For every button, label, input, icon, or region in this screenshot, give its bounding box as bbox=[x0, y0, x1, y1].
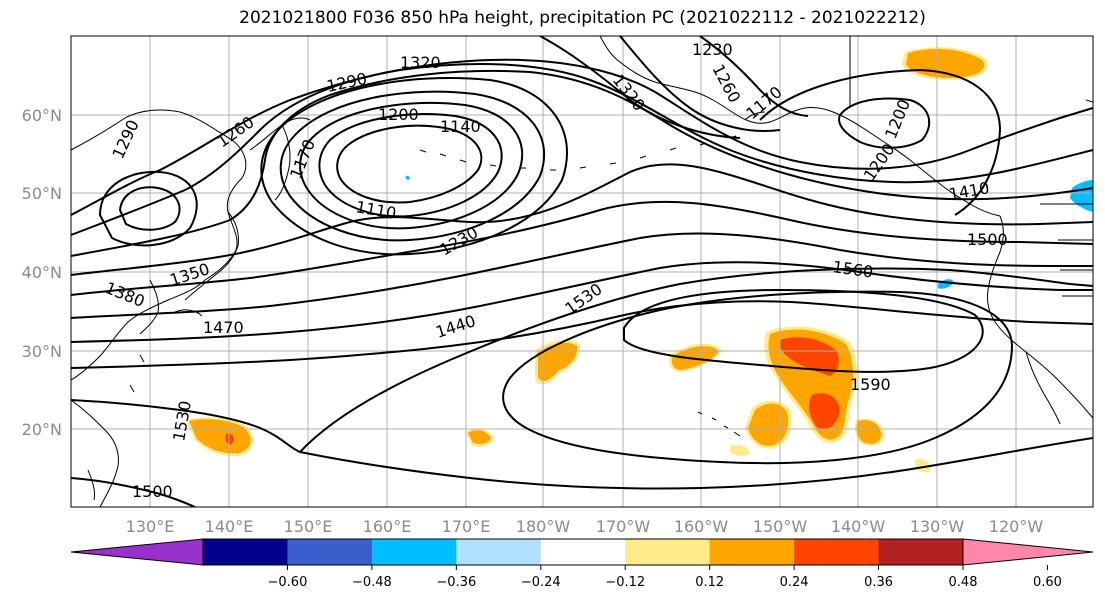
lon-label: 130°E bbox=[126, 517, 175, 536]
contour-label: 1140 bbox=[440, 117, 481, 136]
longitude-labels: 130°E 140°E 150°E 160°E 170°E 180°W 170°… bbox=[126, 517, 1044, 536]
contour-label: 1590 bbox=[850, 375, 891, 394]
coastlines bbox=[71, 36, 1093, 507]
lon-label: 120°W bbox=[989, 517, 1044, 536]
contour-label: 1230 bbox=[692, 40, 733, 59]
lon-label: 150°W bbox=[753, 517, 808, 536]
colorbar-segment bbox=[371, 539, 457, 565]
colorbar-segment bbox=[709, 539, 795, 565]
contour-label: 1500 bbox=[967, 230, 1008, 249]
colorbar-segment bbox=[794, 539, 880, 565]
graticule bbox=[71, 36, 1093, 507]
lon-label: 170°E bbox=[442, 517, 491, 536]
latitude-labels: 60°N 50°N 40°N 30°N 20°N bbox=[22, 106, 62, 439]
lon-label: 160°E bbox=[363, 517, 412, 536]
colorbar-label: −0.60 bbox=[268, 575, 308, 590]
height-contours bbox=[71, 36, 1093, 507]
lat-label: 30°N bbox=[22, 342, 62, 361]
colorbar-label: −0.12 bbox=[605, 575, 645, 590]
colorbar-segment bbox=[456, 539, 542, 565]
lon-label: 160°W bbox=[674, 517, 729, 536]
colorbar-label: 0.60 bbox=[1033, 575, 1062, 590]
lat-label: 40°N bbox=[22, 263, 62, 282]
colorbar-label: 0.12 bbox=[695, 575, 724, 590]
map-frame bbox=[70, 35, 1094, 508]
lon-label: 140°W bbox=[831, 517, 886, 536]
colorbar-label: 0.36 bbox=[864, 575, 893, 590]
colorbar-label: −0.36 bbox=[436, 575, 476, 590]
colorbar-segment bbox=[287, 539, 373, 565]
lon-label: 140°E bbox=[205, 517, 254, 536]
lon-label: 180°W bbox=[516, 517, 571, 536]
colorbar-segment bbox=[203, 539, 288, 565]
lon-label: 130°W bbox=[910, 517, 965, 536]
colorbar-label: 0.24 bbox=[780, 575, 809, 590]
contour-label: 1320 bbox=[400, 53, 441, 72]
lon-label: 150°E bbox=[284, 517, 333, 536]
colorbar-segment bbox=[878, 539, 964, 565]
colorbar-extend-min bbox=[71, 539, 203, 565]
colorbar-extend-max bbox=[963, 539, 1093, 565]
colorbar-segment bbox=[625, 539, 711, 565]
contour-label: 1500 bbox=[132, 482, 173, 501]
colorbar-label: −0.24 bbox=[521, 575, 561, 590]
lon-label: 170°W bbox=[596, 517, 651, 536]
map-plot-area: 1320 1230 1290 1320 1260 1170 1200 1290 … bbox=[71, 36, 1093, 507]
lat-label: 50°N bbox=[22, 184, 62, 203]
lat-label: 60°N bbox=[22, 106, 62, 125]
contour-label: 1470 bbox=[203, 318, 244, 337]
lat-label: 20°N bbox=[22, 420, 62, 439]
colorbar-label: −0.48 bbox=[352, 575, 392, 590]
colorbar-segment bbox=[540, 539, 626, 565]
colorbar: −0.60 −0.48 −0.36 −0.24 −0.12 0.12 0.24 0.36 0.4… bbox=[70, 538, 1094, 590]
colorbar-label: 0.48 bbox=[949, 575, 978, 590]
map-title: 2021021800 F036 850 hPa height, precipit… bbox=[239, 8, 926, 28]
contour-label: 1200 bbox=[378, 105, 419, 124]
